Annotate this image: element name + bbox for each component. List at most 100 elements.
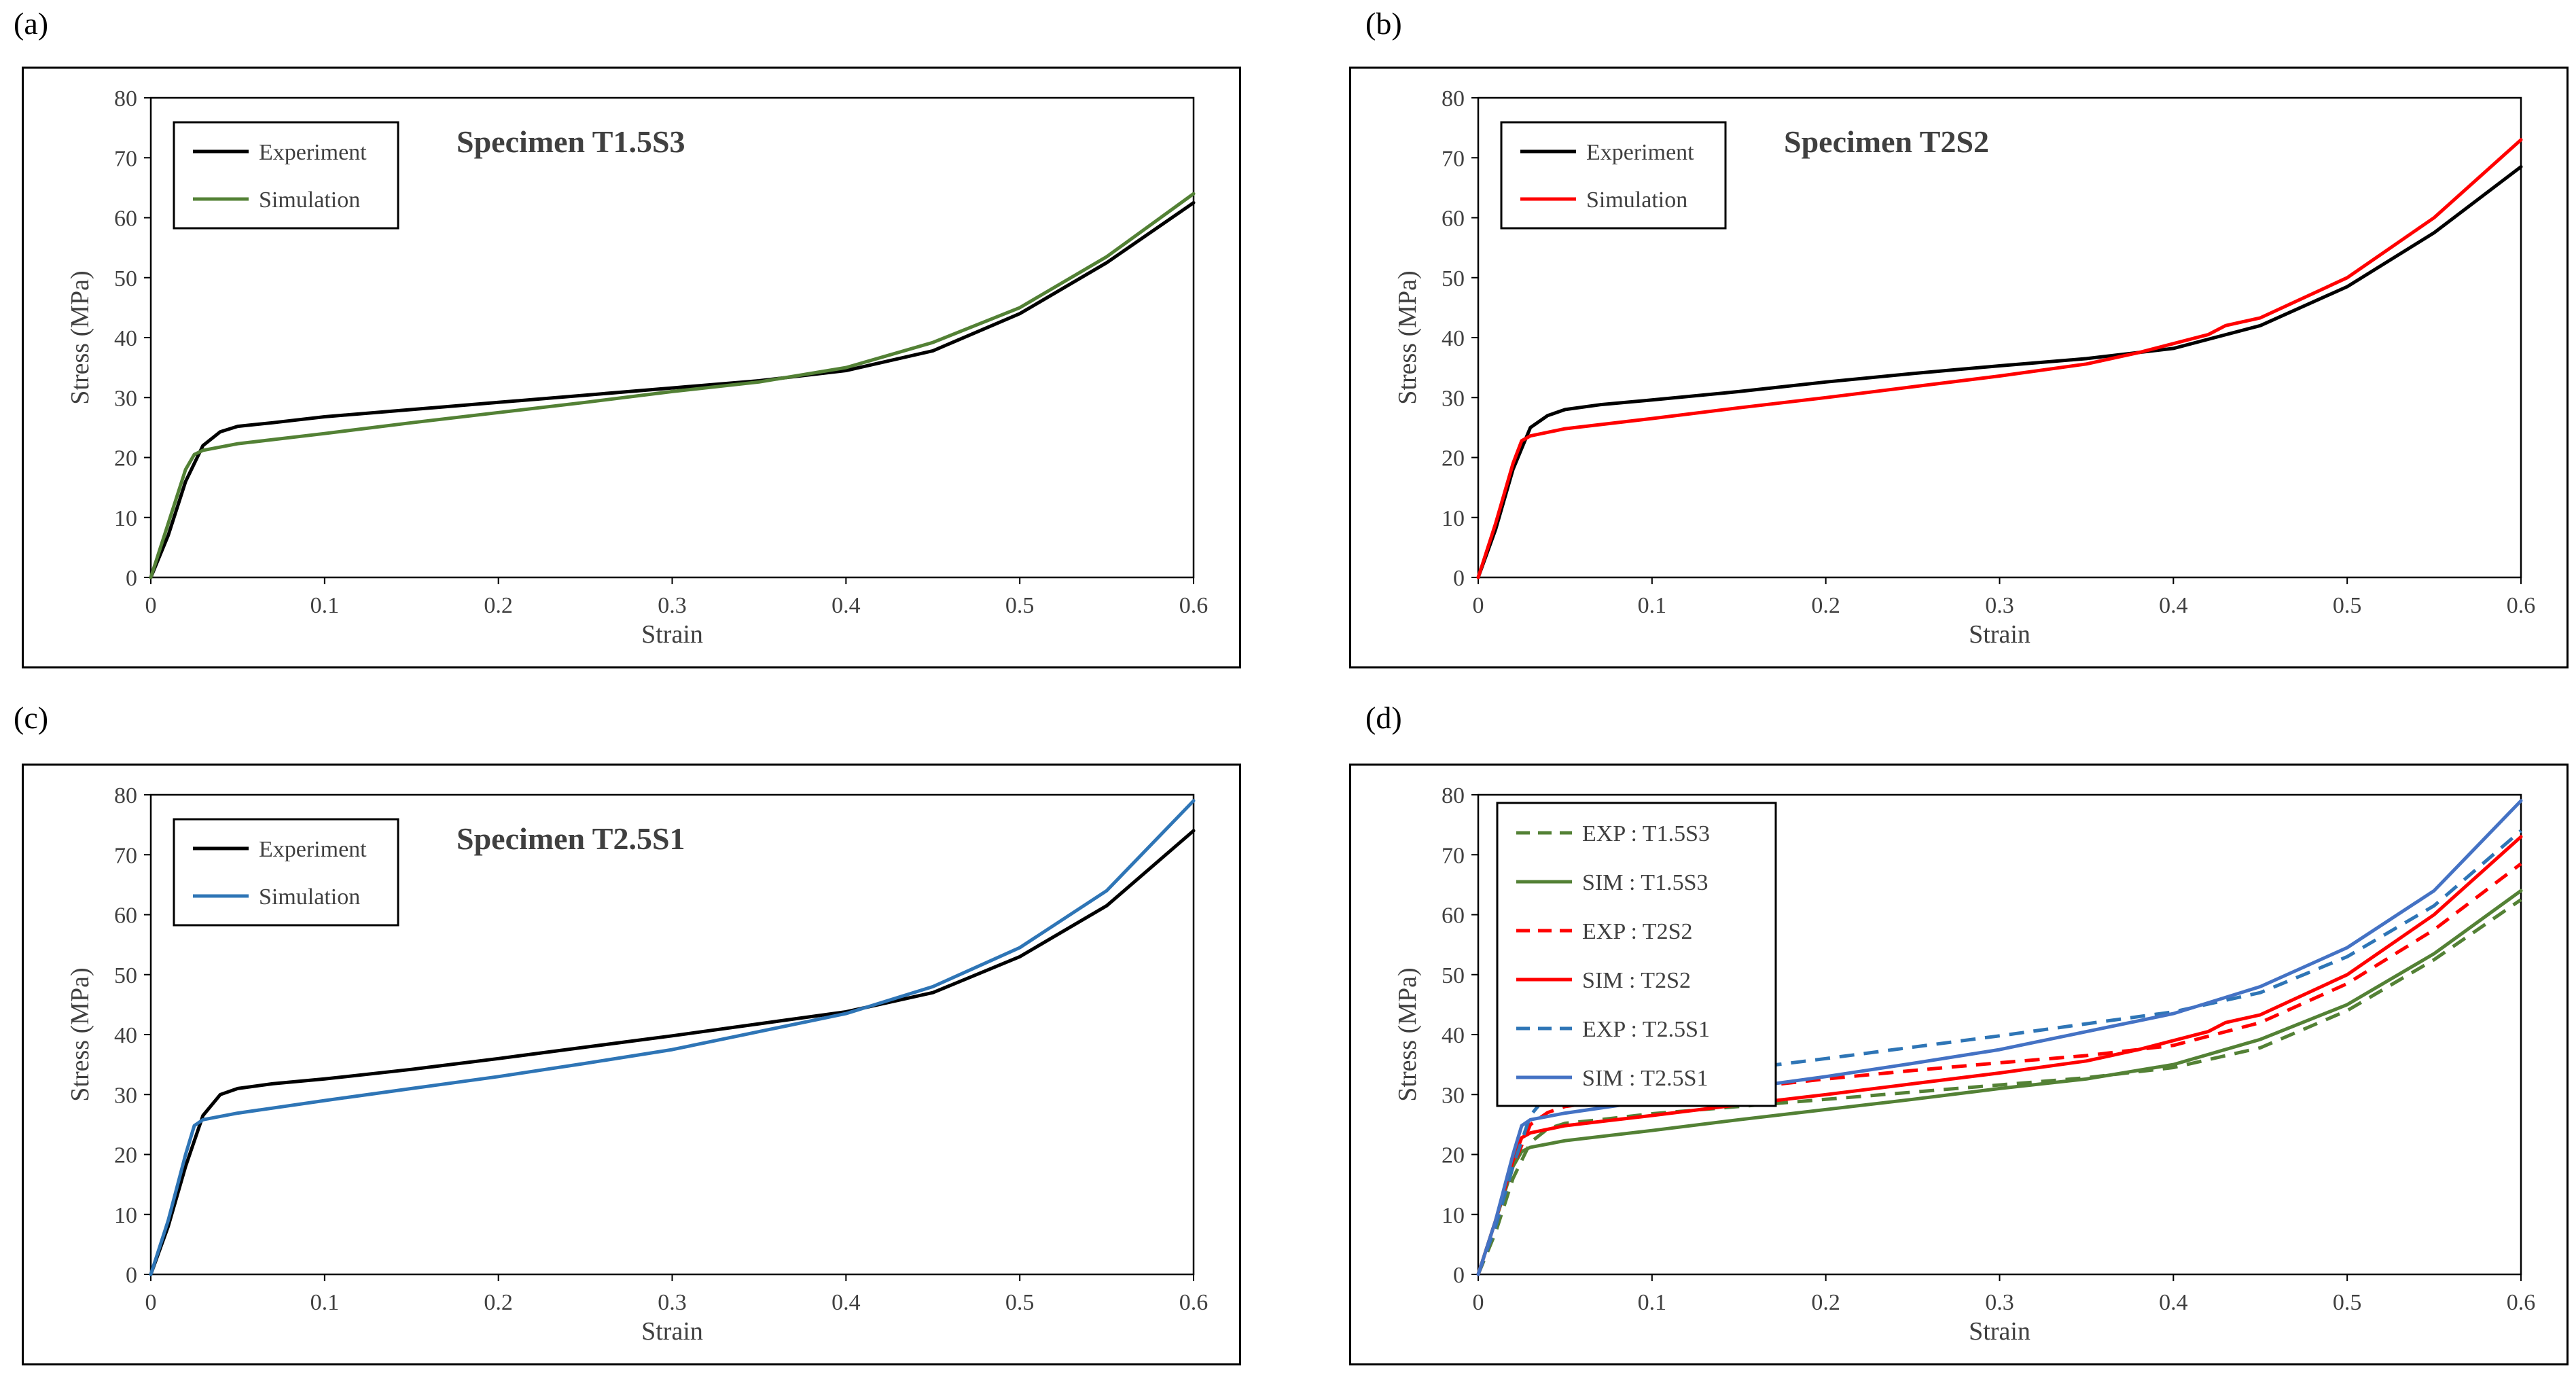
legend-label: SIM : T2S2 xyxy=(1582,968,1691,993)
y-tick-label: 0 xyxy=(126,1263,137,1288)
panel-label-c: (c) xyxy=(14,700,49,735)
y-tick-label: 50 xyxy=(1442,266,1465,291)
legend-label: Simulation xyxy=(259,187,360,213)
x-tick-label: 0.2 xyxy=(1811,593,1840,618)
x-tick-label: 0.3 xyxy=(1985,593,2014,618)
legend: Experiment Simulation xyxy=(1500,121,1727,230)
y-tick-label: 30 xyxy=(114,386,137,411)
chart-panel-a: 0 10 20 30 40 50 60 70 80 0 0.1 0.2 0.3 0.4 0.5 0.6 Stra… xyxy=(22,67,1241,668)
y-tick-label: 60 xyxy=(1442,207,1465,232)
series-line xyxy=(149,829,1196,1276)
series-line xyxy=(1476,165,2523,579)
series-line xyxy=(1476,799,2523,1276)
x-tick-label: 0.2 xyxy=(484,1290,513,1315)
chart-svg: 0 10 20 30 40 50 60 70 80 0 0.1 0.2 0.3 0.4 0.5 0.6 Stra… xyxy=(1349,764,2569,1365)
x-tick-label: 0.6 xyxy=(2507,1290,2536,1315)
x-axis-label: Strain xyxy=(1969,1317,2031,1346)
y-tick-label: 0 xyxy=(126,566,137,591)
y-axis-label: Stress (MPa) xyxy=(66,967,94,1101)
x-tick-label: 0.3 xyxy=(658,593,687,618)
legend-label: EXP : T2S2 xyxy=(1582,919,1692,944)
y-tick-label: 80 xyxy=(1442,783,1465,808)
x-tick-label: 0.1 xyxy=(310,1290,340,1315)
legend-box xyxy=(173,818,399,927)
series-line xyxy=(1476,835,2523,1276)
legend-label: EXP : T1.5S3 xyxy=(1582,821,1710,846)
y-axis-label: Stress (MPa) xyxy=(66,270,94,404)
y-axis-label: Stress (MPa) xyxy=(1393,967,1422,1101)
y-tick-label: 10 xyxy=(114,1203,137,1228)
x-tick-label: 0.1 xyxy=(310,593,340,618)
x-tick-label: 0 xyxy=(145,1290,157,1315)
y-tick-label: 80 xyxy=(114,783,137,808)
y-tick-label: 50 xyxy=(1442,963,1465,988)
y-tick-label: 20 xyxy=(114,446,137,471)
x-tick-label: 0.3 xyxy=(658,1290,687,1315)
y-tick-label: 40 xyxy=(114,326,137,351)
chart-title: Specimen T1.5S3 xyxy=(457,124,685,159)
y-tick-label: 80 xyxy=(1442,86,1465,111)
x-axis-label: Strain xyxy=(1969,620,2031,649)
y-tick-label: 70 xyxy=(1442,843,1465,868)
x-tick-label: 0.5 xyxy=(1005,593,1035,618)
y-tick-label: 30 xyxy=(1442,386,1465,411)
x-tick-label: 0.1 xyxy=(1638,593,1667,618)
y-tick-label: 20 xyxy=(1442,1143,1465,1168)
x-tick-label: 0.4 xyxy=(831,593,861,618)
x-tick-label: 0.2 xyxy=(484,593,513,618)
legend-box xyxy=(1500,121,1727,230)
series-line xyxy=(149,799,1196,1276)
y-tick-label: 70 xyxy=(1442,146,1465,171)
x-tick-label: 0 xyxy=(1473,593,1484,618)
x-tick-label: 0 xyxy=(1473,1290,1484,1315)
legend: Experiment Simulation xyxy=(173,121,399,230)
legend-label: SIM : T1.5S3 xyxy=(1582,870,1708,895)
x-tick-label: 0.4 xyxy=(2159,1290,2188,1315)
series-line xyxy=(149,192,1196,579)
y-tick-label: 50 xyxy=(114,963,137,988)
x-tick-label: 0.6 xyxy=(1179,593,1209,618)
chart-panel-c: 0 10 20 30 40 50 60 70 80 0 0.1 0.2 0.3 0.4 0.5 0.6 Stra… xyxy=(22,764,1241,1365)
y-tick-label: 70 xyxy=(114,146,137,171)
legend-label: EXP : T2.5S1 xyxy=(1582,1017,1710,1042)
y-tick-label: 30 xyxy=(114,1083,137,1108)
chart-title: Specimen T2.5S1 xyxy=(457,821,685,856)
series-line xyxy=(1476,138,2523,579)
legend: Experiment Simulation xyxy=(173,818,399,927)
legend-label: Simulation xyxy=(259,884,360,910)
legend-label: Experiment xyxy=(259,837,367,862)
y-tick-label: 20 xyxy=(1442,446,1465,471)
x-tick-label: 0.5 xyxy=(2333,1290,2362,1315)
chart-svg: 0 10 20 30 40 50 60 70 80 0 0.1 0.2 0.3 0.4 0.5 0.6 Stra… xyxy=(22,67,1241,668)
panel-label-a: (a) xyxy=(14,6,49,41)
x-tick-label: 0.2 xyxy=(1811,1290,1840,1315)
y-tick-label: 30 xyxy=(1442,1083,1465,1108)
y-tick-label: 40 xyxy=(114,1023,137,1048)
legend-label: Simulation xyxy=(1586,187,1687,213)
legend: EXP : T1.5S3 SIM : T1.5S3 EXP : T2S2 SIM : … xyxy=(1496,802,1777,1107)
legend-box xyxy=(173,121,399,230)
x-axis-label: Strain xyxy=(641,1317,703,1346)
y-tick-label: 10 xyxy=(1442,1203,1465,1228)
y-tick-label: 10 xyxy=(114,506,137,531)
y-tick-label: 60 xyxy=(114,207,137,232)
x-tick-label: 0.1 xyxy=(1638,1290,1667,1315)
y-tick-label: 60 xyxy=(1442,903,1465,929)
y-tick-label: 10 xyxy=(1442,506,1465,531)
y-tick-label: 80 xyxy=(114,86,137,111)
legend-label: SIM : T2.5S1 xyxy=(1582,1066,1708,1091)
y-tick-label: 0 xyxy=(1453,566,1465,591)
legend-box xyxy=(1496,802,1777,1107)
y-tick-label: 70 xyxy=(114,843,137,868)
y-tick-label: 40 xyxy=(1442,1023,1465,1048)
legend-label: Experiment xyxy=(259,140,367,165)
y-tick-label: 20 xyxy=(114,1143,137,1168)
y-tick-label: 50 xyxy=(114,266,137,291)
chart-svg: 0 10 20 30 40 50 60 70 80 0 0.1 0.2 0.3 0.4 0.5 0.6 Stra… xyxy=(22,764,1241,1365)
x-tick-label: 0.3 xyxy=(1985,1290,2014,1315)
x-tick-label: 0.4 xyxy=(831,1290,861,1315)
legend-label: Experiment xyxy=(1586,140,1694,165)
x-tick-label: 0.5 xyxy=(2333,593,2362,618)
chart-title: Specimen T2S2 xyxy=(1784,124,1989,159)
panel-label-d: (d) xyxy=(1365,700,1402,735)
